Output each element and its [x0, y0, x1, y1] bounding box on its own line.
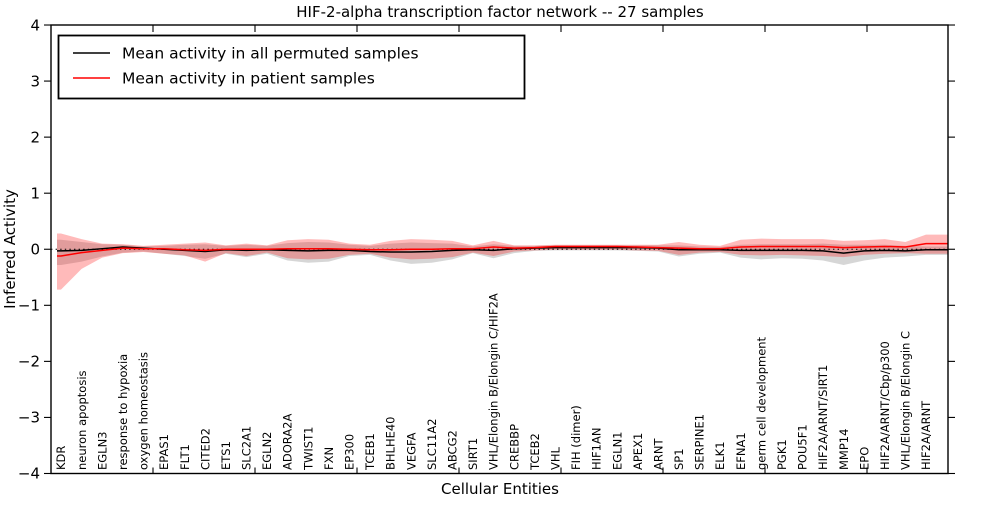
- entity-label: neuron apoptosis: [75, 370, 89, 470]
- y-tick-label: 0: [30, 241, 40, 259]
- entity-label: CITED2: [198, 428, 212, 470]
- entity-label: KDR: [54, 446, 68, 470]
- entity-label: VHL: [548, 446, 562, 470]
- entity-label: germ cell development: [754, 336, 768, 470]
- y-tick-label: 3: [30, 72, 40, 90]
- tick-marks: [44, 24, 955, 475]
- entity-label: ETS1: [219, 441, 233, 470]
- entity-label: EPAS1: [157, 434, 171, 470]
- entity-label: FIH (dimer): [569, 405, 583, 470]
- y-tick-label: −3: [18, 409, 40, 427]
- entity-label: ELK1: [713, 441, 727, 470]
- legend-label-patient: Mean activity in patient samples: [122, 70, 375, 88]
- y-tick-labels: 4 3 2 1 0 −1 −2 −3 −4: [18, 16, 40, 482]
- entity-label: SIRT1: [466, 438, 480, 470]
- entity-label: EGLN2: [260, 431, 274, 470]
- entity-label: HIF2A/ARNT/Cbp/p300: [878, 341, 892, 470]
- entity-label: response to hypoxia: [116, 354, 130, 470]
- entity-label: SP1: [672, 448, 686, 470]
- entity-label: TWIST1: [301, 427, 315, 471]
- entity-label: HIF2A/ARNT/SIRT1: [816, 365, 830, 470]
- entity-label: ARNT: [651, 438, 665, 470]
- entity-label: SERPINE1: [693, 414, 707, 470]
- y-tick-label: −2: [18, 353, 40, 371]
- entity-label: VEGFA: [404, 432, 418, 470]
- entity-label: POU5F1: [796, 424, 810, 470]
- y-tick-label: −4: [18, 465, 40, 483]
- series-lines: [57, 242, 948, 257]
- entity-label: VHL/Elongin B/Elongin C/HIF2A: [487, 293, 501, 470]
- entity-label: EGLN1: [610, 431, 624, 470]
- legend-border: [57, 34, 526, 100]
- entity-label: CREBBP: [507, 424, 521, 470]
- permuted-spread-band: [57, 239, 948, 265]
- entity-label: SLC2A1: [240, 426, 254, 470]
- entity-label: ABCG2: [446, 430, 460, 470]
- entity-label: BHLHE40: [384, 417, 398, 471]
- y-axis-label: Inferred Activity: [1, 189, 19, 309]
- entity-label: FXN: [322, 447, 336, 470]
- x-entity-labels: KDR neuron apoptosis EGLN3 response to hypo…: [54, 293, 933, 471]
- legend-label-permuted: Mean activity in all permuted samples: [122, 45, 419, 63]
- entity-label: FLT1: [178, 444, 192, 470]
- entity-label: oxygen homeostasis: [137, 352, 151, 470]
- y-tick-label: 2: [30, 128, 40, 146]
- entity-label: EPO: [857, 447, 871, 470]
- entity-label: VHL/Elongin B/Elongin C: [899, 331, 913, 470]
- entity-label: TCEB1: [363, 433, 377, 471]
- y-tick-label: −1: [18, 297, 40, 315]
- x-axis-label: Cellular Entities: [441, 480, 559, 498]
- chart-title: HIF-2-alpha transcription factor network…: [296, 3, 704, 21]
- entity-label: EFNA1: [734, 432, 748, 470]
- entity-label: HIF1AN: [590, 428, 604, 470]
- entity-label: EGLN3: [95, 431, 109, 470]
- entity-label: HIF2A/ARNT: [919, 400, 933, 470]
- entity-label: ADORA2A: [281, 414, 295, 470]
- entity-label: EP300: [343, 434, 357, 470]
- entity-label: SLC11A2: [425, 418, 439, 470]
- y-tick-label: 4: [30, 16, 40, 34]
- entity-label: PGK1: [775, 439, 789, 470]
- entity-label: MMP14: [837, 429, 851, 470]
- legend: Mean activity in all permuted samples Me…: [57, 34, 526, 100]
- patient-mean-line: [57, 242, 948, 257]
- entity-label: APEX1: [631, 433, 645, 470]
- y-tick-label: 1: [30, 184, 40, 202]
- entity-label: TCEB2: [528, 433, 542, 471]
